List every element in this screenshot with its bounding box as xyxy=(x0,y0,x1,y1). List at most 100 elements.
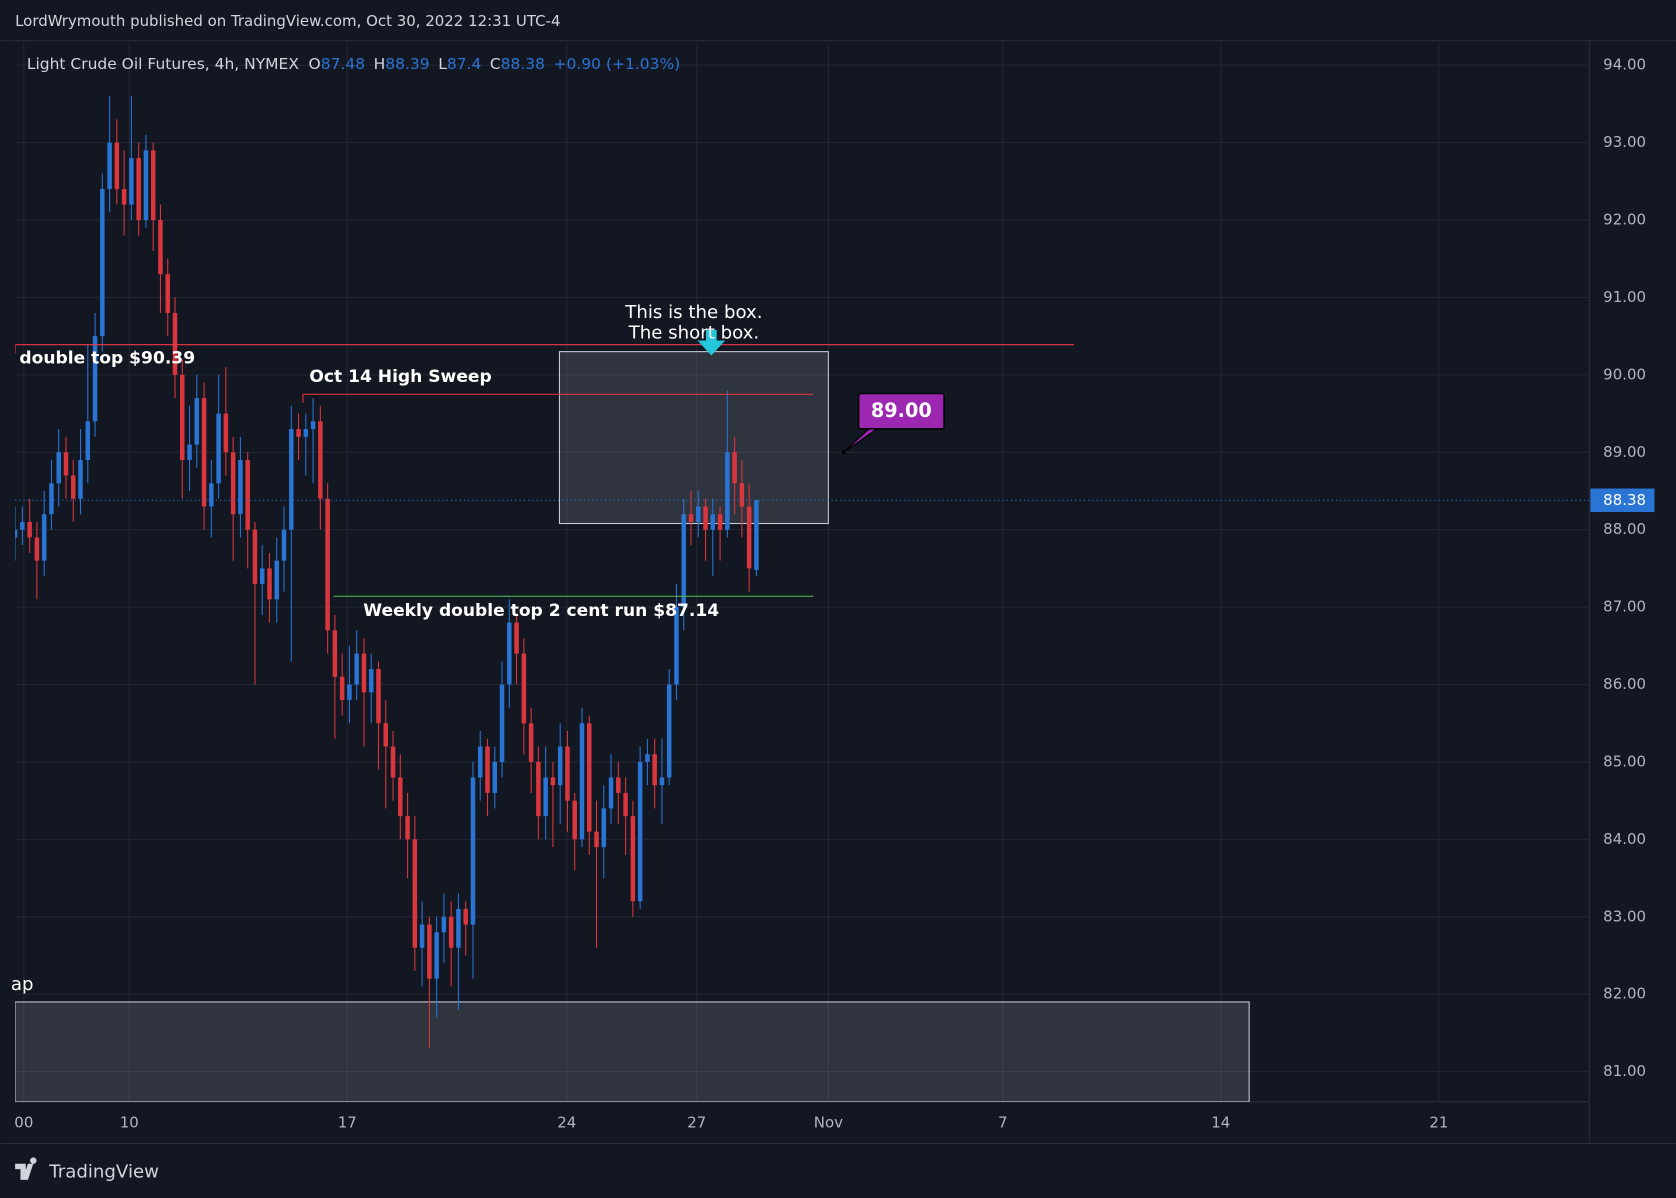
candle-body xyxy=(165,274,170,313)
y-tick-label: 94.00 xyxy=(1603,56,1646,74)
x-tick-label: 10 xyxy=(120,1114,139,1132)
candle-body xyxy=(587,723,592,832)
y-tick-label: 83.00 xyxy=(1603,907,1646,925)
y-tick-label: 84.00 xyxy=(1603,830,1646,848)
candle-body xyxy=(245,460,250,530)
candle-body xyxy=(201,398,207,507)
candle-body xyxy=(681,514,686,608)
candle-body xyxy=(78,460,83,499)
candle-body xyxy=(325,498,330,631)
candle-body xyxy=(630,816,636,902)
candle-body xyxy=(579,723,585,840)
candle-body xyxy=(434,932,439,979)
candle-body xyxy=(158,220,163,275)
candle-body xyxy=(499,684,505,762)
y-tick-label: 81.00 xyxy=(1603,1062,1646,1080)
ohlc-value: 88.39 xyxy=(385,55,429,73)
candle-body xyxy=(696,506,701,522)
candle-body xyxy=(659,777,665,786)
candle-body xyxy=(427,924,432,979)
candle-body xyxy=(129,158,134,205)
candle-body xyxy=(259,568,265,584)
candle-body xyxy=(448,916,454,948)
candle-body xyxy=(601,808,607,848)
candle-body xyxy=(703,506,708,530)
ohlc-letter: H xyxy=(374,55,386,73)
candle-body xyxy=(318,421,323,499)
candle-body xyxy=(376,669,381,724)
candle-body xyxy=(725,452,730,530)
callout-dot xyxy=(841,450,846,455)
candle-body xyxy=(521,653,527,724)
candle-body xyxy=(463,909,468,925)
annotation-box xyxy=(558,351,829,525)
candle-body xyxy=(216,413,221,484)
candle-body xyxy=(85,421,91,461)
candle-body xyxy=(230,452,236,515)
candle-body xyxy=(107,142,112,190)
candle-body xyxy=(637,761,643,902)
candle-body xyxy=(347,684,352,701)
candle-body xyxy=(354,653,359,685)
ohlc-value: 87.48 xyxy=(321,55,365,73)
last-price-tag xyxy=(1590,488,1655,513)
legend: Light Crude Oil Futures, 4h, NYMEX O87.48… xyxy=(27,55,680,73)
candle-body xyxy=(296,429,301,437)
box-label: The short box. xyxy=(628,322,760,343)
ohlc-letter: O xyxy=(309,55,321,73)
candle-body xyxy=(485,746,490,793)
candle-body xyxy=(223,413,229,453)
x-tick-label: 27 xyxy=(687,1114,706,1132)
candle-body xyxy=(528,723,534,762)
candle-body xyxy=(27,521,32,538)
plot-area: double top $90.39 Oct 14 High Sweep Weekly… xyxy=(15,42,1590,1102)
candle-body xyxy=(608,777,614,809)
candle-body xyxy=(34,537,40,561)
candle-body xyxy=(361,653,367,693)
candle-body xyxy=(398,777,403,817)
candle-body xyxy=(49,483,54,515)
candle-body xyxy=(557,746,563,786)
candle-body xyxy=(180,374,185,461)
y-tick-label: 93.00 xyxy=(1603,133,1646,151)
candle-body xyxy=(710,514,716,530)
candle-body xyxy=(209,483,214,507)
candle-body xyxy=(70,475,76,499)
candle-body xyxy=(645,754,650,762)
candle-body xyxy=(666,684,672,778)
candle-body xyxy=(368,669,374,693)
candle-body xyxy=(441,916,447,933)
last-price-label: 88.38 xyxy=(1603,491,1646,509)
candle-body xyxy=(63,452,69,476)
candle-body xyxy=(172,312,178,375)
callout-box xyxy=(857,392,945,430)
y-tick-label: 86.00 xyxy=(1603,675,1646,693)
candle-body xyxy=(456,909,461,948)
candle-body xyxy=(310,421,316,430)
candle-body xyxy=(136,158,141,221)
y-tick-label: 91.00 xyxy=(1603,288,1646,306)
candle-body xyxy=(623,792,628,817)
candle-body xyxy=(674,607,679,685)
candle-body xyxy=(100,189,105,337)
candle-body xyxy=(150,150,156,221)
y-tick-label: 89.00 xyxy=(1603,443,1646,461)
candle-body xyxy=(572,800,577,840)
y-tick-label: 82.00 xyxy=(1603,985,1646,1003)
candle-body xyxy=(339,676,345,701)
annotation-label: Oct 14 High Sweep xyxy=(309,367,491,387)
candle-body xyxy=(652,754,657,786)
y-tick-label: 87.00 xyxy=(1603,598,1646,616)
candle-body xyxy=(41,514,47,561)
ohlc-letter: C xyxy=(490,55,501,73)
candle-body xyxy=(419,924,425,948)
candle-body xyxy=(477,746,483,778)
candle-body xyxy=(543,777,548,817)
box-label: ap xyxy=(11,974,34,995)
change: +0.90 (+1.03%) xyxy=(554,55,681,73)
x-tick-label: 24 xyxy=(557,1114,576,1132)
callout-label: 89.00 xyxy=(871,399,932,422)
candle-body xyxy=(92,336,98,422)
